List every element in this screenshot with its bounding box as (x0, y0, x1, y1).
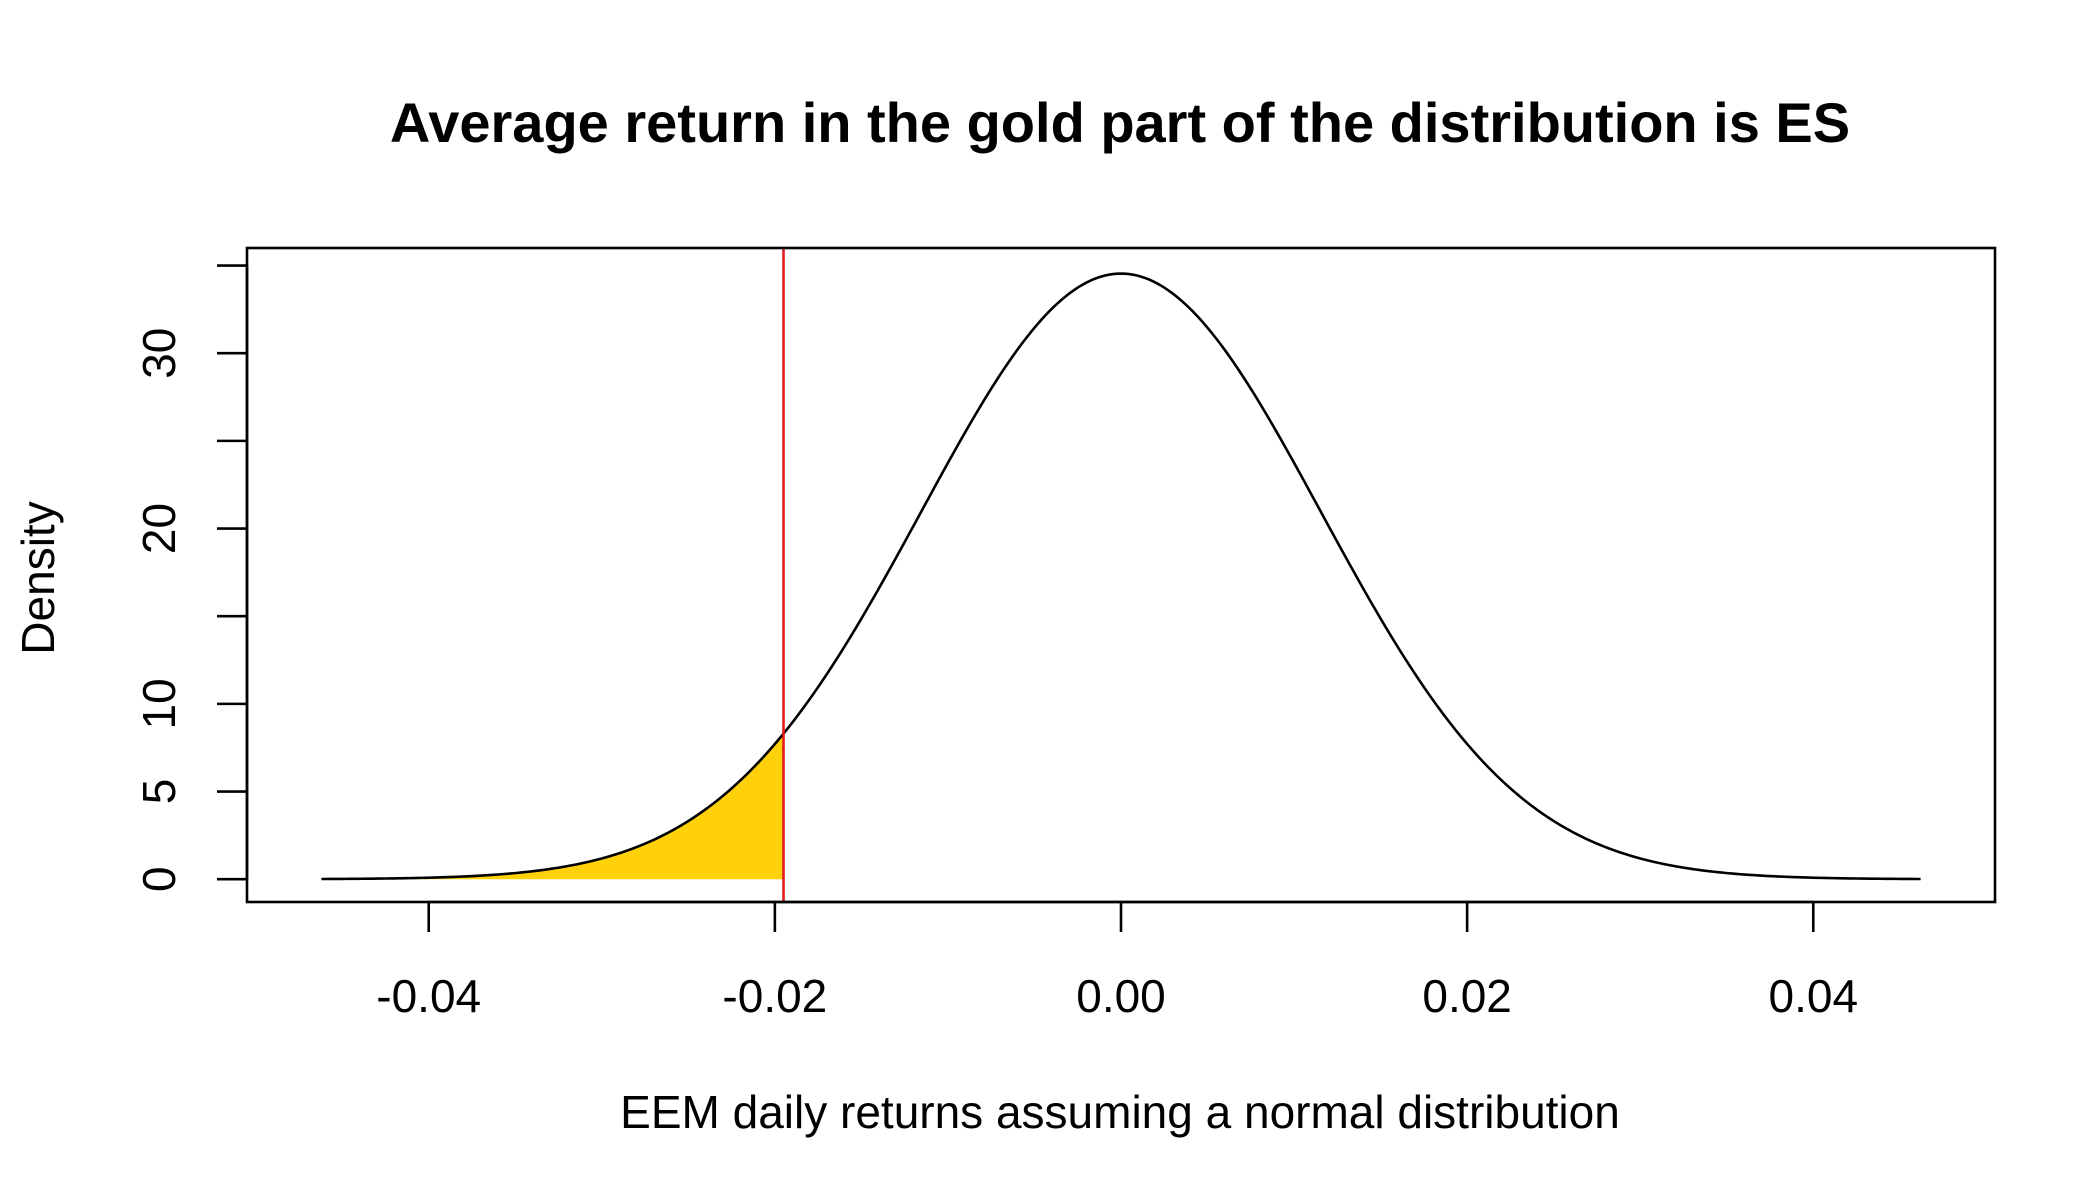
x-tick-label: -0.02 (722, 970, 827, 1022)
x-tick-label: 0.02 (1422, 970, 1512, 1022)
shaded-tail-area (321, 733, 784, 880)
y-tick-label: 0 (133, 866, 185, 892)
plot-area (245, 246, 1997, 904)
y-axis: 0 5 10 20 30 (133, 264, 249, 892)
x-tick-label: -0.04 (376, 970, 481, 1022)
x-tick-label: 0.04 (1769, 970, 1859, 1022)
y-tick-label: 20 (133, 503, 185, 554)
plot-frame (245, 246, 1997, 904)
y-tick-label: 30 (133, 328, 185, 379)
y-tick-label: 5 (133, 779, 185, 805)
x-axis: -0.04 -0.02 0.00 0.02 0.04 (376, 900, 1859, 1022)
chart-title: Average return in the gold part of the d… (390, 91, 1850, 154)
y-tick-label: 10 (133, 678, 185, 729)
x-tick-label: 0.00 (1076, 970, 1166, 1022)
y-axis-label: Density (12, 501, 64, 654)
x-axis-label: EEM daily returns assuming a normal dist… (620, 1086, 1620, 1138)
density-curve (321, 272, 1921, 881)
